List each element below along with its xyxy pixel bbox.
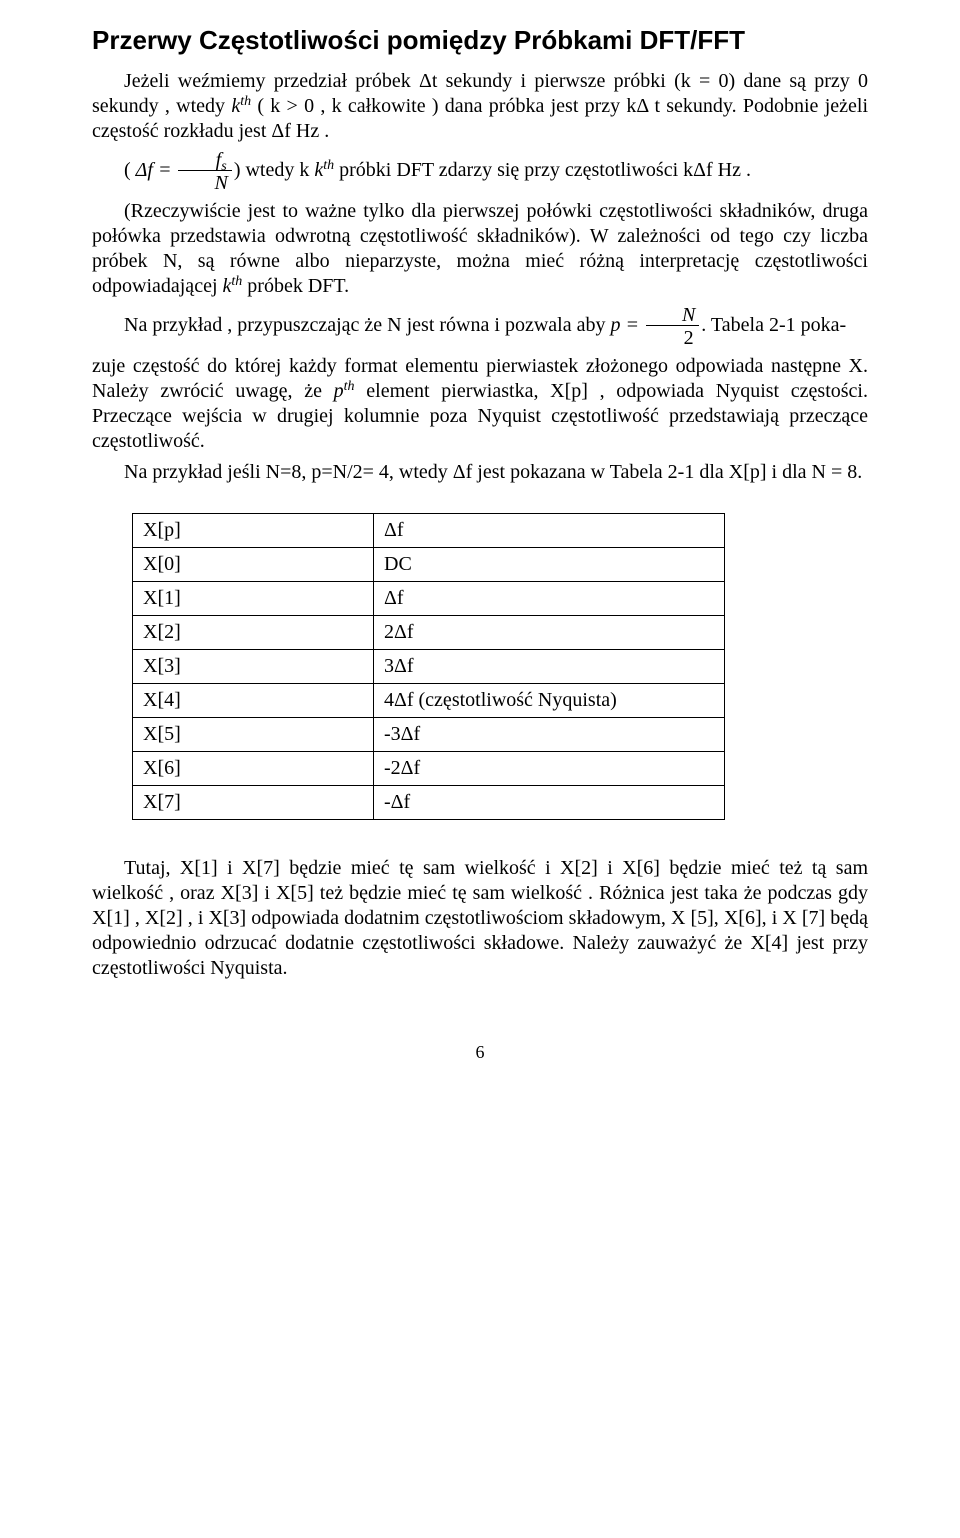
cell-freq: -2Δf xyxy=(374,751,725,785)
cell-freq: DC xyxy=(374,547,725,581)
cell-freq: Δf xyxy=(374,513,725,547)
paragraph-7: Tutaj, X[1] i X[7] będzie mieć tę sam wi… xyxy=(92,856,868,981)
paragraph-5: zuje częstość do której każdy format ele… xyxy=(92,354,868,454)
superscript-th: th xyxy=(231,274,242,289)
var-k: k xyxy=(231,95,240,117)
text: próbki DFT zdarzy się przy częstotliwośc… xyxy=(334,159,751,181)
table-row: X[4]4Δf (częstotliwość Nyquista) xyxy=(133,683,725,717)
superscript-th: th xyxy=(344,379,355,394)
cell-xp: X[0] xyxy=(133,547,374,581)
superscript-th: th xyxy=(240,94,251,109)
cell-freq: 3Δf xyxy=(374,649,725,683)
text: Na przykład , przypuszczając że N jest r… xyxy=(124,314,610,336)
table-row: X[2]2Δf xyxy=(133,615,725,649)
cell-xp: X[7] xyxy=(133,785,374,819)
cell-freq: -Δf xyxy=(374,785,725,819)
cell-xp: X[5] xyxy=(133,717,374,751)
cell-xp: X[2] xyxy=(133,615,374,649)
page-number: 6 xyxy=(92,1041,868,1064)
paragraph-6: Na przykład jeśli N=8, p=N/2= 4, wtedy Δ… xyxy=(92,460,868,485)
table-row: X[5]-3Δf xyxy=(133,717,725,751)
superscript-th: th xyxy=(323,158,334,173)
paragraph-4: Na przykład , przypuszczając że N jest r… xyxy=(92,305,868,348)
table-row: X[7]-Δf xyxy=(133,785,725,819)
fraction-num-sub-s: s xyxy=(221,159,226,174)
text: próbek DFT. xyxy=(242,275,349,297)
fraction-fs-over-N: fsN xyxy=(178,150,231,193)
cell-xp: X[4] xyxy=(133,683,374,717)
fraction-den-2: 2 xyxy=(646,326,699,348)
text: ) wtedy k xyxy=(234,159,315,181)
paragraph-3: (Rzeczywiście jest to ważne tylko dla pi… xyxy=(92,199,868,299)
eq-p: p = xyxy=(610,314,644,336)
fraction-N-over-2: N2 xyxy=(646,305,699,348)
table-row: X[3]3Δf xyxy=(133,649,725,683)
cell-freq: 4Δf (częstotliwość Nyquista) xyxy=(374,683,725,717)
cell-xp: X[3] xyxy=(133,649,374,683)
cell-freq: Δf xyxy=(374,581,725,615)
text: ( xyxy=(124,159,136,181)
eq-df: Δf = xyxy=(136,159,177,181)
fraction-num-N: N xyxy=(646,305,699,326)
table-row: X[p]Δf xyxy=(133,513,725,547)
var-k: k xyxy=(314,159,323,181)
cell-xp: X[p] xyxy=(133,513,374,547)
table-row: X[6]-2Δf xyxy=(133,751,725,785)
cell-xp: X[6] xyxy=(133,751,374,785)
cell-freq: -3Δf xyxy=(374,717,725,751)
dft-frequency-table: X[p]Δf X[0]DC X[1]Δf X[2]2Δf X[3]3Δf X[4… xyxy=(132,513,725,820)
table-row: X[1]Δf xyxy=(133,581,725,615)
var-p: p xyxy=(334,380,344,402)
cell-freq: 2Δf xyxy=(374,615,725,649)
paragraph-2: ( Δf = fsN) wtedy k kth próbki DFT zdarz… xyxy=(92,150,868,193)
paragraph-1: Jeżeli weźmiemy przedział próbek Δt seku… xyxy=(92,69,868,144)
text: . Tabela 2-1 poka- xyxy=(701,314,846,336)
text: (Rzeczywiście jest to ważne tylko dla pi… xyxy=(92,200,868,297)
cell-xp: X[1] xyxy=(133,581,374,615)
page-heading: Przerwy Częstotliwości pomiędzy Próbkami… xyxy=(92,24,868,57)
table-row: X[0]DC xyxy=(133,547,725,581)
